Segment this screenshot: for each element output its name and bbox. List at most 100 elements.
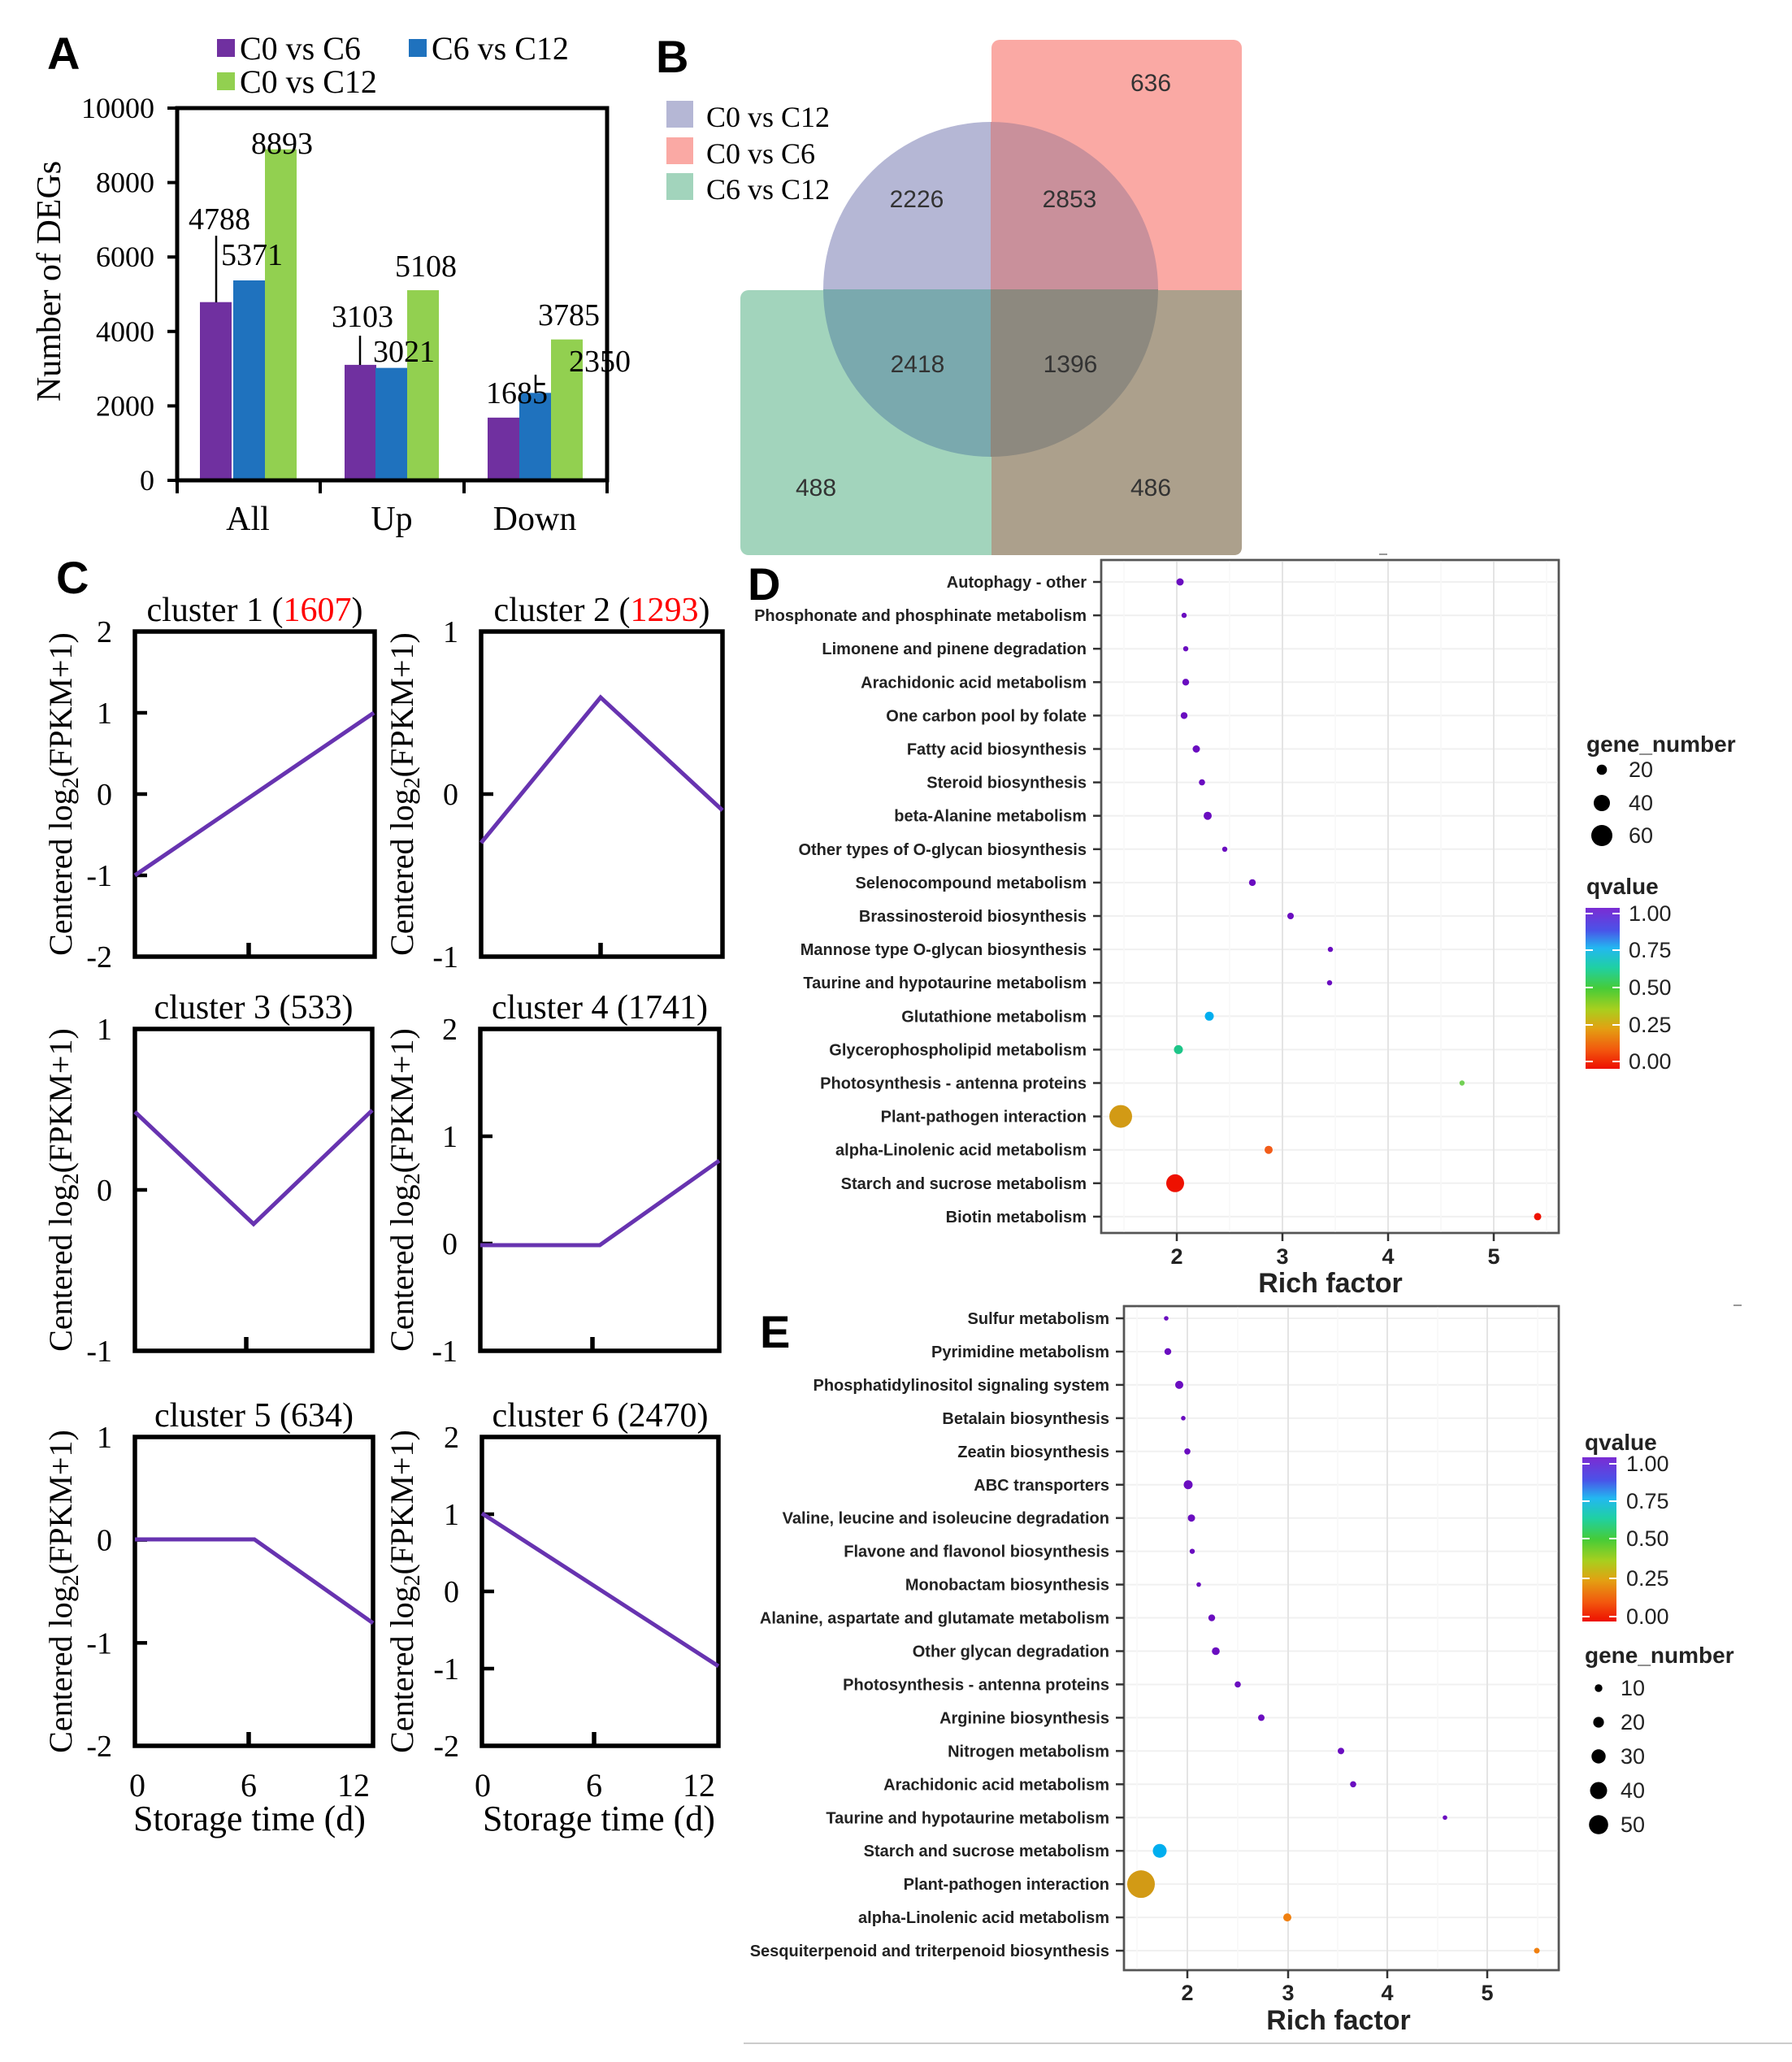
svg-text:12: 12 xyxy=(683,1767,715,1804)
svg-text:Number of DEGs: Number of DEGs xyxy=(31,161,68,402)
svg-text:Plant-pathogen interaction: Plant-pathogen interaction xyxy=(881,1109,1087,1127)
svg-text:5: 5 xyxy=(1487,1244,1499,1269)
svg-text:2350: 2350 xyxy=(569,345,631,379)
svg-text:Photosynthesis - antenna prote: Photosynthesis - antenna proteins xyxy=(843,1676,1109,1694)
svg-text:C6 vs C12: C6 vs C12 xyxy=(706,173,830,206)
svg-text:5: 5 xyxy=(1481,1981,1493,2005)
svg-text:Limonene and pinene degradatio: Limonene and pinene degradation xyxy=(822,640,1087,658)
svg-text:Glycerophospholipid metabolism: Glycerophospholipid metabolism xyxy=(829,1041,1087,1059)
svg-text:0: 0 xyxy=(129,1767,145,1804)
svg-text:-1: -1 xyxy=(86,1335,112,1369)
svg-text:cluster 2 (1293): cluster 2 (1293) xyxy=(494,592,710,629)
svg-text:20: 20 xyxy=(1629,758,1653,782)
svg-text:0: 0 xyxy=(140,464,154,497)
svg-text:Arginine biosynthesis: Arginine biosynthesis xyxy=(939,1709,1109,1727)
svg-text:Centered log2(FPKM+1): Centered log2(FPKM+1) xyxy=(42,632,84,956)
svg-text:60: 60 xyxy=(1629,823,1653,848)
svg-text:Monobactam biosynthesis: Monobactam biosynthesis xyxy=(905,1577,1109,1595)
svg-text:Centered log2(FPKM+1): Centered log2(FPKM+1) xyxy=(42,1430,84,1753)
svg-text:3785: 3785 xyxy=(538,298,600,332)
svg-text:Nitrogen metabolism: Nitrogen metabolism xyxy=(948,1743,1109,1760)
svg-text:Storage time (d): Storage time (d) xyxy=(483,1799,715,1838)
svg-text:C6 vs C12: C6 vs C12 xyxy=(432,30,569,67)
svg-text:0: 0 xyxy=(97,1174,112,1208)
svg-text:-2: -2 xyxy=(86,1730,112,1764)
svg-text:Fatty acid biosynthesis: Fatty acid biosynthesis xyxy=(907,741,1087,759)
svg-text:Biotin metabolism: Biotin metabolism xyxy=(946,1209,1087,1226)
svg-text:Mannose type O-glycan biosynth: Mannose type O-glycan biosynthesis xyxy=(801,941,1087,959)
svg-text:1.00: 1.00 xyxy=(1629,901,1672,926)
svg-text:Selenocompound metabolism: Selenocompound metabolism xyxy=(856,875,1087,892)
svg-text:qvalue: qvalue xyxy=(1586,874,1659,899)
svg-text:1: 1 xyxy=(444,1498,459,1532)
svg-text:30: 30 xyxy=(1621,1744,1645,1769)
svg-text:C: C xyxy=(56,552,89,603)
svg-text:3: 3 xyxy=(1276,1244,1288,1269)
svg-text:6000: 6000 xyxy=(96,241,154,273)
svg-text:2000: 2000 xyxy=(96,389,154,422)
svg-text:10000: 10000 xyxy=(81,92,154,124)
svg-text:A: A xyxy=(47,28,80,79)
svg-text:Starch and sucrose metabolism: Starch and sucrose metabolism xyxy=(841,1175,1087,1193)
svg-text:40: 40 xyxy=(1621,1778,1645,1803)
svg-text:gene_number: gene_number xyxy=(1585,1643,1734,1668)
svg-text:alpha-Linolenic acid metabolis: alpha-Linolenic acid metabolism xyxy=(858,1909,1109,1927)
svg-text:4000: 4000 xyxy=(96,315,154,348)
svg-text:0.50: 0.50 xyxy=(1629,975,1672,1000)
svg-text:0.25: 0.25 xyxy=(1629,1013,1672,1037)
svg-text:0: 0 xyxy=(97,1524,112,1558)
svg-text:cluster 6 (2470): cluster 6 (2470) xyxy=(492,1397,709,1435)
svg-text:0: 0 xyxy=(475,1767,491,1804)
svg-text:Taurine and hypotaurine metabo: Taurine and hypotaurine metabolism xyxy=(826,1809,1109,1827)
svg-text:0.75: 0.75 xyxy=(1626,1489,1669,1513)
svg-text:8000: 8000 xyxy=(96,167,154,199)
svg-text:Other types of O-glycan biosyn: Other types of O-glycan biosynthesis xyxy=(798,841,1087,859)
svg-text:Rich factor: Rich factor xyxy=(1266,2005,1411,2036)
svg-text:50: 50 xyxy=(1621,1812,1645,1837)
svg-text:2: 2 xyxy=(97,615,112,649)
svg-text:0.75: 0.75 xyxy=(1629,938,1672,962)
svg-text:5371: 5371 xyxy=(221,238,283,272)
svg-text:1: 1 xyxy=(442,1120,458,1154)
svg-text:5108: 5108 xyxy=(395,250,457,284)
svg-text:Taurine and hypotaurine metabo: Taurine and hypotaurine metabolism xyxy=(803,975,1087,992)
svg-text:Steroid biosynthesis: Steroid biosynthesis xyxy=(926,775,1087,792)
svg-text:ABC transporters: ABC transporters xyxy=(974,1477,1109,1495)
svg-text:1396: 1396 xyxy=(1044,351,1098,378)
svg-text:All: All xyxy=(226,501,270,538)
svg-text:Up: Up xyxy=(371,501,412,538)
svg-text:0.25: 0.25 xyxy=(1626,1566,1669,1591)
svg-text:C0 vs C12: C0 vs C12 xyxy=(240,63,377,100)
svg-text:0: 0 xyxy=(444,1575,459,1609)
svg-text:Other glycan degradation: Other glycan degradation xyxy=(913,1643,1109,1661)
svg-text:2: 2 xyxy=(1181,1981,1193,2005)
svg-text:Flavone and flavonol biosynthe: Flavone and flavonol biosynthesis xyxy=(844,1543,1109,1561)
svg-text:0: 0 xyxy=(443,778,458,812)
svg-text:qvalue: qvalue xyxy=(1585,1430,1657,1455)
svg-text:2226: 2226 xyxy=(890,186,944,213)
svg-text:1685: 1685 xyxy=(486,376,548,410)
svg-text:Glutathione metabolism: Glutathione metabolism xyxy=(901,1008,1087,1026)
svg-text:8893: 8893 xyxy=(251,127,313,161)
svg-text:Down: Down xyxy=(493,501,577,538)
svg-text:0.00: 0.00 xyxy=(1629,1049,1672,1074)
svg-text:gene_number: gene_number xyxy=(1586,731,1736,757)
svg-text:-1: -1 xyxy=(86,859,112,893)
svg-text:1: 1 xyxy=(97,697,112,731)
svg-text:C0 vs C6: C0 vs C6 xyxy=(706,137,815,170)
svg-text:Centered log2(FPKM+1): Centered log2(FPKM+1) xyxy=(384,632,425,956)
svg-text:3: 3 xyxy=(1282,1981,1294,2005)
svg-text:One carbon pool by folate: One carbon pool by folate xyxy=(886,707,1087,725)
svg-text:Sulfur metabolism: Sulfur metabolism xyxy=(968,1310,1109,1328)
svg-text:Centered log2(FPKM+1): Centered log2(FPKM+1) xyxy=(42,1028,84,1352)
svg-text:Brassinosteroid biosynthesis: Brassinosteroid biosynthesis xyxy=(859,908,1087,926)
svg-text:2853: 2853 xyxy=(1043,186,1097,213)
svg-text:12: 12 xyxy=(337,1767,370,1804)
svg-text:Photosynthesis - antenna prote: Photosynthesis - antenna proteins xyxy=(820,1075,1087,1093)
svg-text:20: 20 xyxy=(1621,1710,1645,1734)
svg-text:6: 6 xyxy=(241,1767,257,1804)
svg-text:Phosphonate and phosphinate me: Phosphonate and phosphinate metabolism xyxy=(754,607,1087,625)
svg-text:2418: 2418 xyxy=(891,351,945,378)
svg-text:636: 636 xyxy=(1130,70,1171,97)
svg-text:E: E xyxy=(760,1306,790,1357)
